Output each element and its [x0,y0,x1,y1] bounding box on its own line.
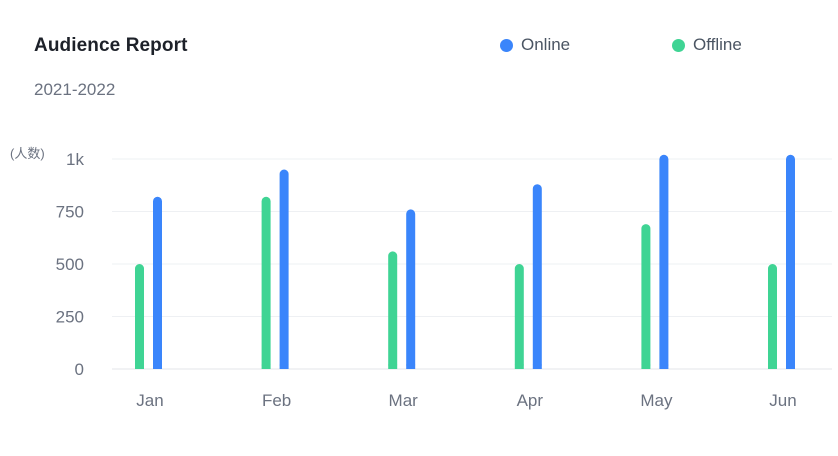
bar-offline-apr[interactable] [514,264,524,369]
bar-base [659,364,669,369]
x-tick-label: Mar [389,391,419,410]
bar-offline-jun[interactable] [768,264,777,369]
x-tick-label: Feb [262,391,291,410]
y-tick-label: 0 [75,360,84,379]
y-axis-unit-label: (人数) [10,146,45,161]
bar-base [532,364,542,369]
x-tick-label: Jun [769,391,796,410]
bar-online-apr[interactable] [532,184,542,369]
legend-label-online: Online [521,35,571,54]
bar-offline-jan[interactable] [135,264,144,369]
x-tick-label: Apr [517,391,544,410]
bar-online-jan[interactable] [153,196,162,369]
bar-online-jun[interactable] [786,154,795,369]
bar-base [768,364,777,369]
y-tick-label: 1k [66,150,84,169]
chart-title: Audience Report [34,35,188,56]
y-tick-label: 250 [56,308,84,327]
bar-offline-may[interactable] [641,224,651,369]
chart-subtitle: 2021-2022 [34,80,116,99]
bar-offline-feb[interactable] [261,196,271,369]
legend-item-offline[interactable]: Offline [672,35,742,55]
bar-online-feb[interactable] [279,169,289,370]
x-tick-label: May [640,391,673,410]
x-tick-label: Jan [136,391,163,410]
legend-label-offline: Offline [693,35,742,54]
legend-item-online[interactable]: Online [500,35,570,55]
bar-base [514,364,524,369]
bar-online-may[interactable] [659,154,669,369]
bar-base [641,364,651,369]
bar-base [135,364,144,369]
bar-online-mar[interactable] [406,209,416,369]
y-tick-label: 500 [56,255,84,274]
y-tick-label: 750 [56,203,84,222]
bar-base [279,364,289,369]
bar-base [153,364,162,369]
bar-offline-mar[interactable] [388,251,398,369]
legend-dot-online [500,38,513,52]
bar-base [786,364,795,369]
bar-base [406,364,416,369]
bar-base [261,364,271,369]
legend-dot-offline [672,38,685,52]
bar-base [388,364,398,369]
